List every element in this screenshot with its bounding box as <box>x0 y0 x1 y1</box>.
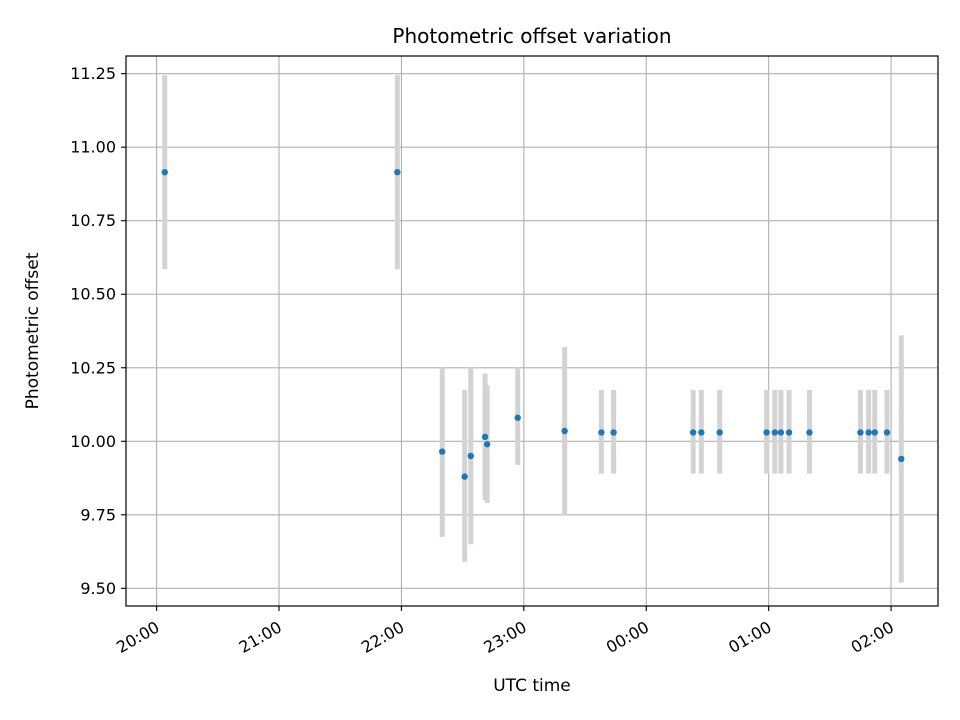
x-axis-title: UTC time <box>493 676 571 696</box>
data-point <box>771 429 778 436</box>
plot-frame <box>125 55 939 607</box>
data-point <box>763 429 770 436</box>
data-point <box>806 429 813 436</box>
data-point <box>610 429 617 436</box>
data-point <box>698 429 705 436</box>
data-point <box>865 429 872 436</box>
data-point <box>689 429 697 436</box>
y-tick-label: 11.00 <box>70 138 116 157</box>
y-tick-label: 11.25 <box>70 64 116 83</box>
data-points <box>161 168 905 480</box>
data-point <box>561 427 568 435</box>
y-tick-label: 9.50 <box>80 579 116 598</box>
data-point <box>785 429 793 436</box>
plot-area <box>126 56 938 606</box>
data-point <box>598 429 605 436</box>
data-point <box>857 429 864 436</box>
y-tick-label: 10.50 <box>70 285 116 304</box>
data-point <box>777 429 785 436</box>
grid <box>126 56 938 606</box>
data-point <box>461 473 468 480</box>
y-tick-label: 10.75 <box>70 211 116 230</box>
data-point <box>483 441 491 448</box>
y-tick-label: 10.25 <box>70 358 116 377</box>
y-tick-label: 10.00 <box>70 432 116 451</box>
y-tick-label: 9.75 <box>80 505 116 524</box>
data-point <box>883 429 891 436</box>
data-point <box>481 433 489 441</box>
y-axis-title: Photometric offset <box>23 252 43 409</box>
data-point <box>898 455 905 463</box>
data-point <box>467 452 474 460</box>
data-point <box>514 414 521 421</box>
data-point <box>871 429 878 436</box>
data-point <box>161 168 168 176</box>
data-point <box>716 429 723 436</box>
data-point <box>394 168 401 176</box>
y-axis: 9.50 9.75 10.00 10.25 10.50 10.75 11.00 11.25 <box>70 64 126 598</box>
data-point <box>439 448 446 455</box>
chart-title: Photometric offset variation <box>392 24 671 48</box>
